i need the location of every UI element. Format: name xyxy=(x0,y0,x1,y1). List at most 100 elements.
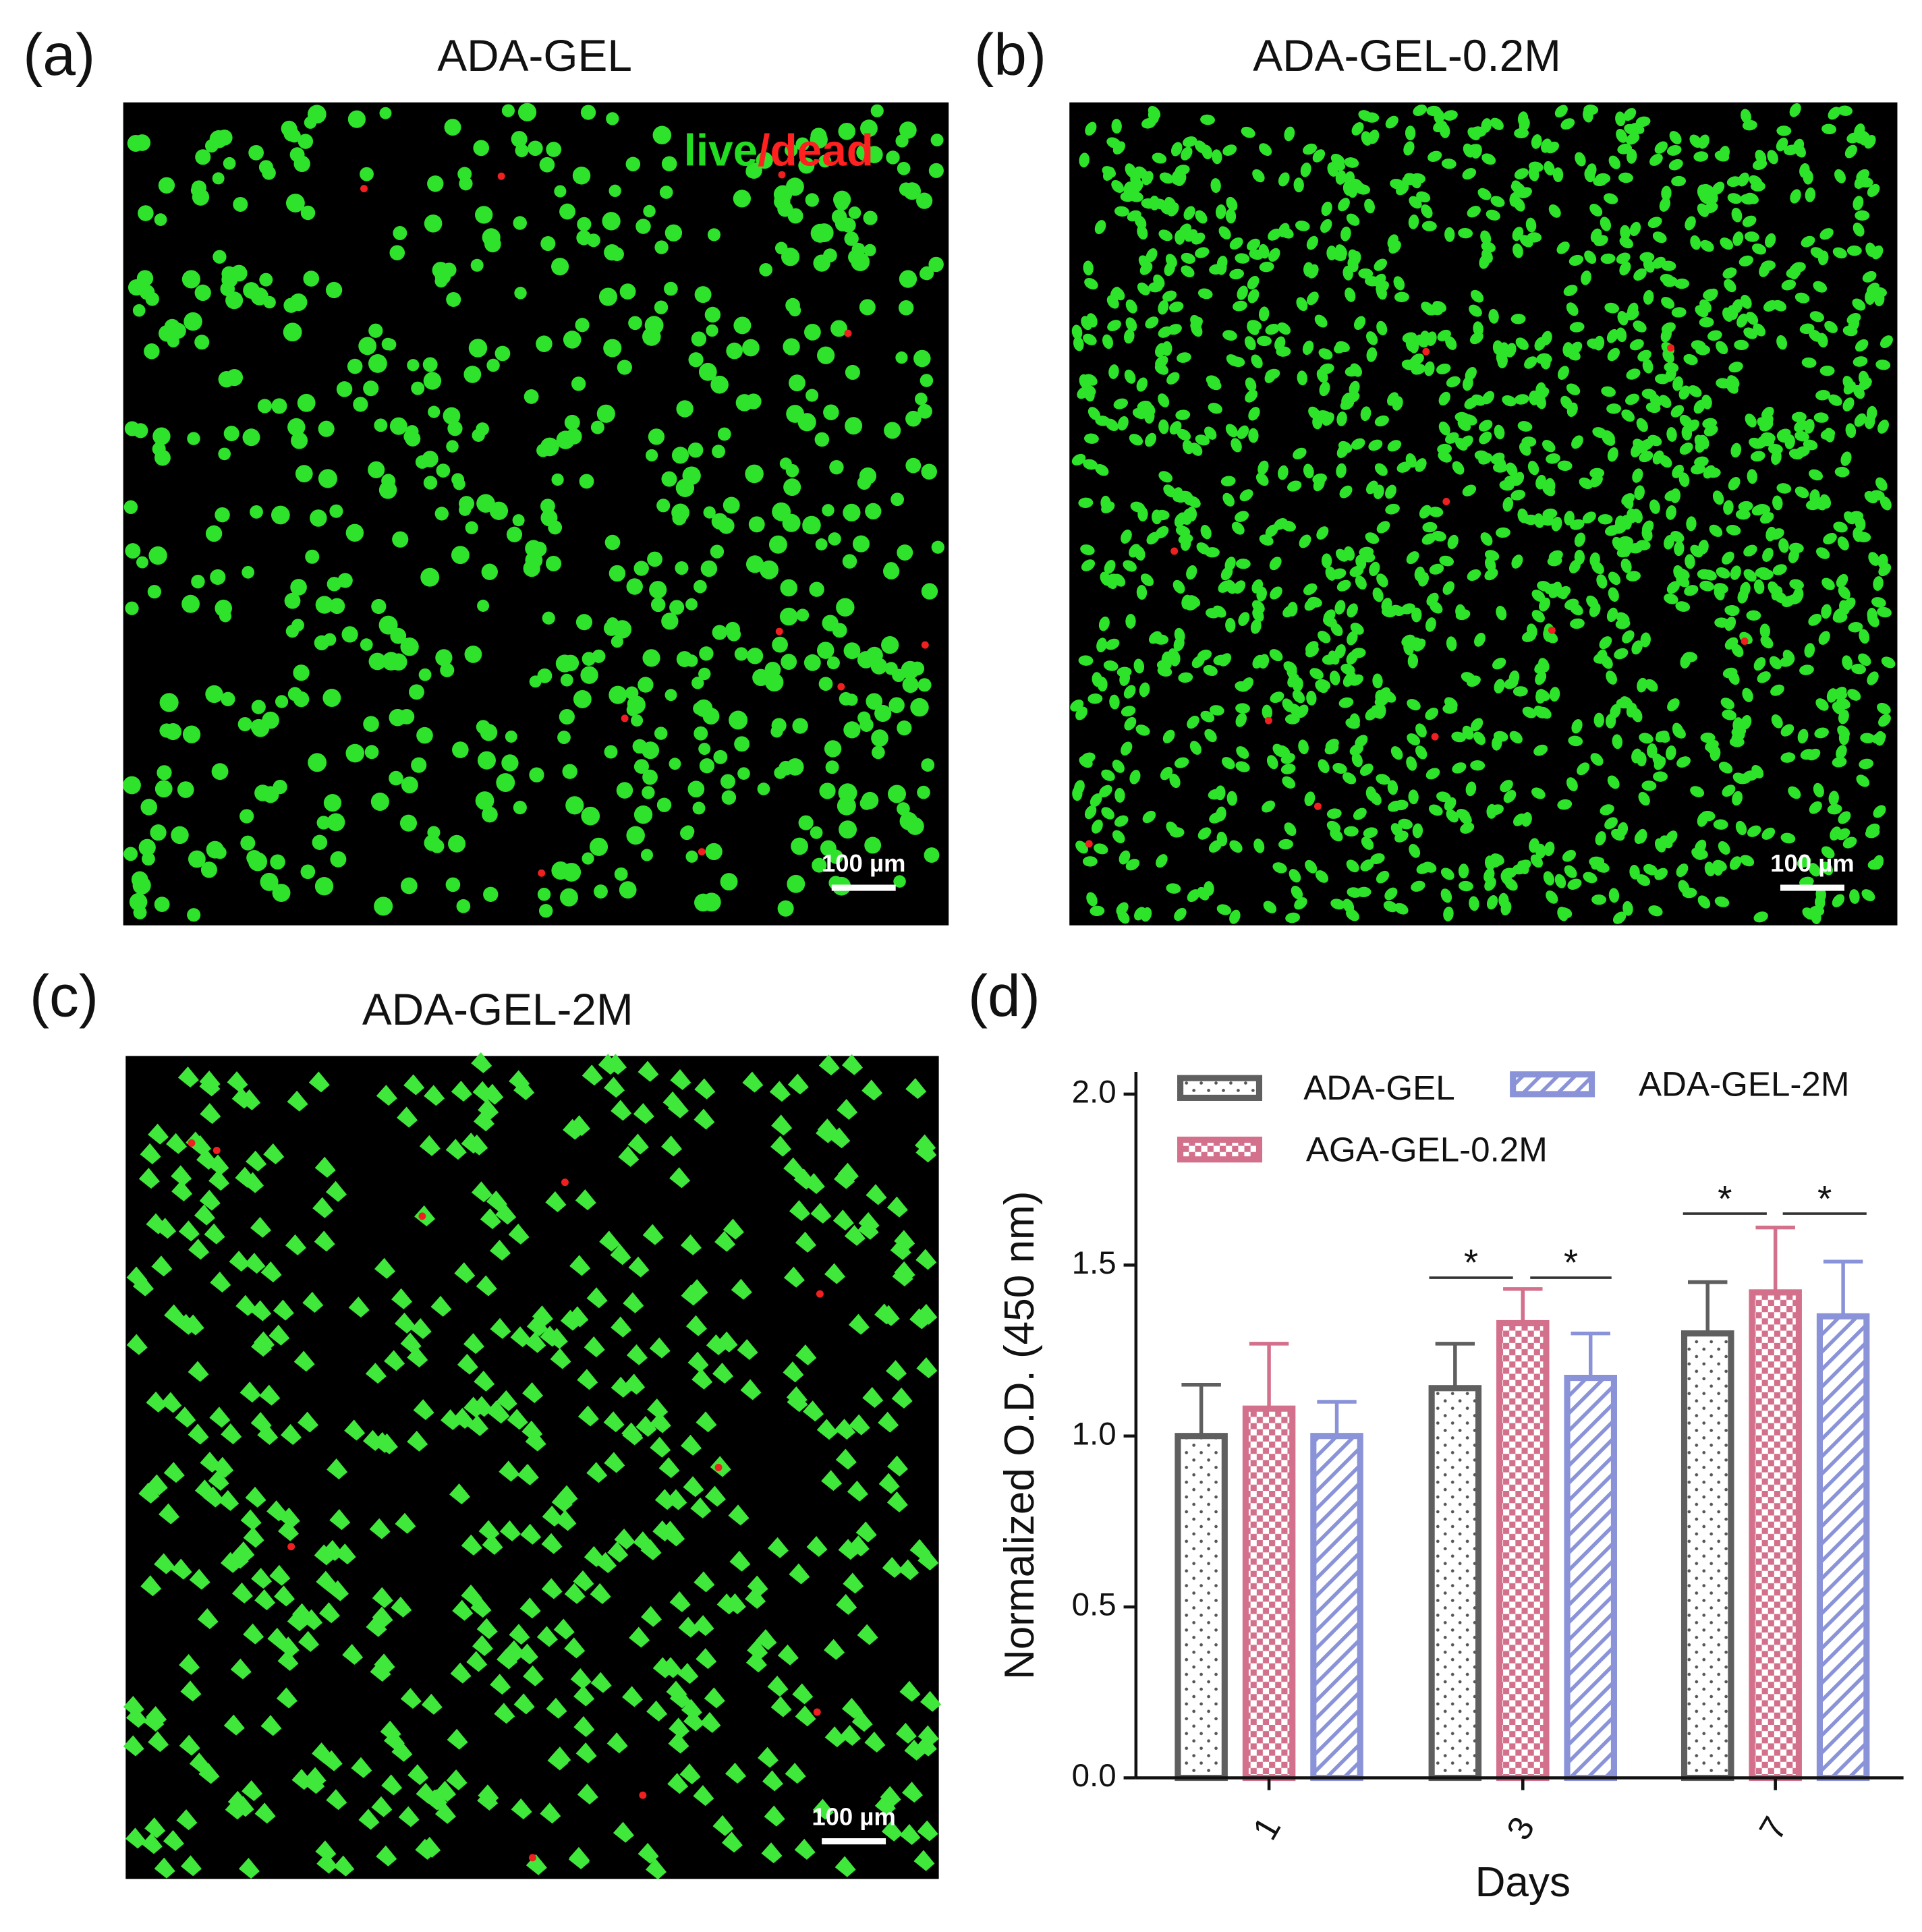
cell xyxy=(679,1763,701,1785)
cell xyxy=(1790,189,1801,204)
cell xyxy=(895,134,909,148)
cell xyxy=(577,217,592,231)
cell xyxy=(490,1674,511,1695)
cell xyxy=(1737,589,1749,604)
cell xyxy=(290,579,307,596)
cell xyxy=(1762,547,1774,562)
cell xyxy=(1407,699,1421,711)
cell xyxy=(1746,610,1761,621)
cell xyxy=(837,1162,859,1184)
cell xyxy=(1479,431,1492,445)
cell xyxy=(1394,903,1409,915)
cell xyxy=(634,759,650,774)
cell xyxy=(613,620,632,639)
cell xyxy=(745,464,764,484)
cell xyxy=(1877,702,1891,714)
cell xyxy=(792,718,808,734)
cell xyxy=(693,1615,714,1637)
cell xyxy=(1369,791,1382,805)
cell xyxy=(239,809,254,824)
cell xyxy=(787,1073,809,1095)
cell xyxy=(1535,671,1547,685)
cell xyxy=(314,1544,335,1566)
cell xyxy=(420,567,440,587)
cell xyxy=(1622,901,1633,916)
cell xyxy=(642,769,658,785)
cell xyxy=(1339,485,1353,499)
bar xyxy=(1175,1433,1228,1782)
cell xyxy=(1262,800,1276,813)
cell xyxy=(611,1316,632,1338)
cell xyxy=(789,374,805,392)
cell xyxy=(1203,664,1218,677)
cell xyxy=(765,673,784,692)
cell xyxy=(864,836,882,854)
cell xyxy=(1562,849,1577,862)
cell xyxy=(1629,221,1641,236)
cell xyxy=(1525,217,1537,233)
cell xyxy=(197,1608,219,1630)
cell xyxy=(1440,868,1454,880)
cell xyxy=(1776,125,1792,136)
cell xyxy=(822,504,835,517)
cell xyxy=(696,1411,717,1433)
cell xyxy=(285,1234,307,1255)
cell xyxy=(473,140,490,157)
cell xyxy=(806,1535,828,1558)
cell xyxy=(529,675,542,688)
cell xyxy=(1222,144,1237,156)
cell xyxy=(401,776,418,794)
cell xyxy=(1344,157,1359,168)
cell xyxy=(1330,899,1345,910)
cell xyxy=(1473,731,1486,745)
legend-swatch xyxy=(1177,1075,1263,1101)
cell xyxy=(1724,279,1736,293)
cell xyxy=(1816,547,1830,559)
cell xyxy=(1571,435,1583,449)
cell xyxy=(511,1798,532,1819)
cell xyxy=(596,404,615,423)
cell xyxy=(1100,495,1111,511)
cell xyxy=(767,1537,789,1558)
cell xyxy=(881,636,899,654)
cell xyxy=(1284,822,1297,836)
cell xyxy=(1280,764,1296,774)
cell xyxy=(1445,336,1457,350)
cell xyxy=(336,381,353,397)
cell xyxy=(1567,878,1582,890)
dead-cell xyxy=(1170,547,1179,555)
cell xyxy=(1305,859,1318,874)
cell xyxy=(1728,362,1743,373)
cell xyxy=(871,729,888,747)
cell xyxy=(1821,604,1832,619)
cell xyxy=(1183,136,1197,148)
cell xyxy=(917,678,932,692)
cell xyxy=(1566,383,1581,395)
cell xyxy=(1511,555,1523,569)
cell xyxy=(1755,567,1770,578)
cell xyxy=(626,578,643,595)
cell xyxy=(1881,656,1896,669)
cell xyxy=(1738,501,1753,512)
cell xyxy=(1112,830,1125,843)
cell xyxy=(1740,194,1755,205)
cell xyxy=(647,551,662,567)
cell xyxy=(1181,265,1195,278)
cell xyxy=(1255,473,1269,486)
cell xyxy=(1125,300,1137,314)
cell xyxy=(1813,783,1824,798)
cell xyxy=(541,1533,563,1554)
cell xyxy=(1073,780,1085,795)
cell xyxy=(1647,743,1658,758)
cell xyxy=(700,1711,721,1733)
cell xyxy=(694,699,713,717)
cell xyxy=(1287,480,1302,492)
cell xyxy=(1336,411,1347,426)
cell xyxy=(1413,105,1428,116)
cell xyxy=(1753,657,1766,671)
cell xyxy=(704,306,721,323)
cell xyxy=(1125,614,1136,629)
cell xyxy=(132,304,146,317)
cell xyxy=(132,1275,154,1297)
cell xyxy=(1780,724,1794,737)
